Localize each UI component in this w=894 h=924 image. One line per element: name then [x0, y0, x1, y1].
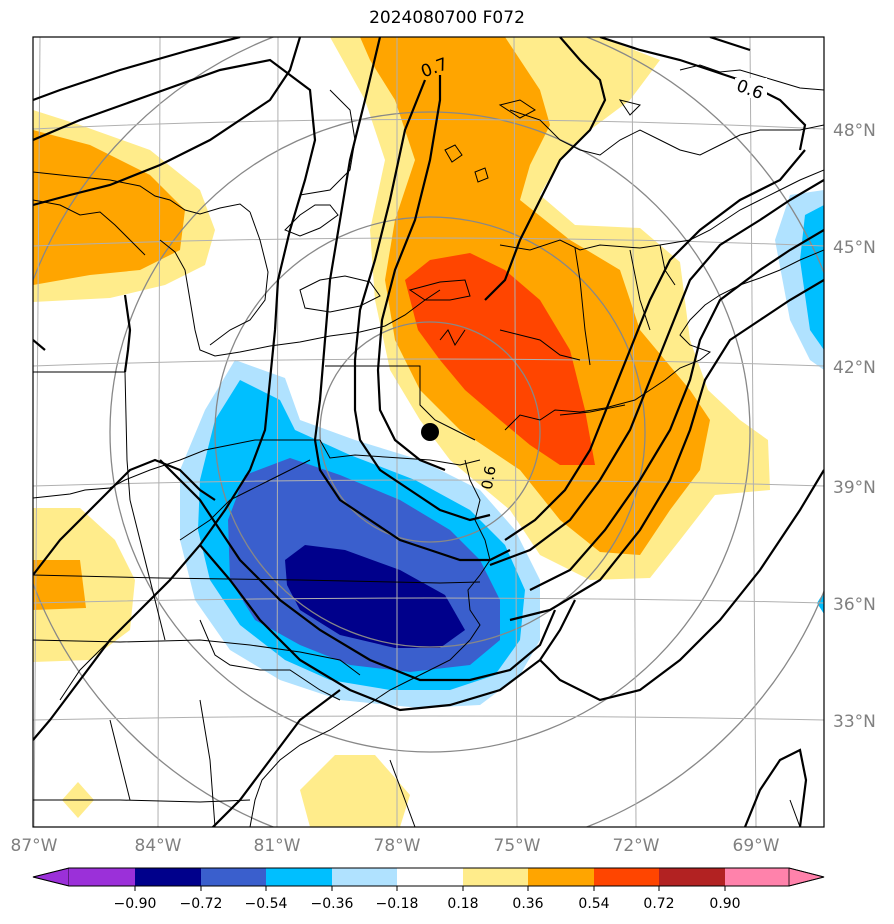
colorbar-segment: [397, 868, 463, 886]
shade-pos-mid-w: [33, 560, 86, 610]
contours: [33, 37, 824, 827]
colorbar-segment: [266, 868, 332, 886]
colorbar-segment: [135, 868, 201, 886]
colorbar-tick-label: 0.18: [447, 896, 478, 912]
longitude-labels: 87°W 84°W 81°W 78°W 75°W 72°W 69°W: [11, 836, 780, 856]
contour-label-2: 0.6: [478, 464, 500, 491]
colorbar-segment: [201, 868, 266, 886]
lat-label-45n: 45°N: [833, 238, 876, 258]
colorbar-segment: [332, 868, 397, 886]
colorbar-segment: [659, 868, 725, 886]
lon-label-87w: 87°W: [11, 836, 58, 856]
distance-rings: [33, 37, 824, 827]
colorbar-tick-label: −0.90: [114, 896, 157, 912]
colorbar: −0.90 −0.72 −0.54 −0.36 −0.18 0.18 0.36 …: [32, 867, 825, 912]
colorbar-extend-max: [788, 867, 825, 887]
colorbar-tick-label: −0.54: [245, 896, 288, 912]
colorbar-tick-label: 0.72: [643, 896, 674, 912]
colorbar-tick-label: −0.18: [376, 896, 419, 912]
latitude-labels: 48°N 45°N 42°N 39°N 36°N 33°N: [833, 121, 876, 732]
coastlines-borders: [33, 64, 824, 827]
storm-center-marker: [421, 423, 439, 441]
colorbar-tick-label: 0.54: [578, 896, 609, 912]
lat-label-39n: 39°N: [833, 478, 876, 498]
colorbar-segment: [594, 868, 659, 886]
shade-pos-mid-nw: [33, 130, 185, 285]
map-border: [32, 36, 825, 828]
colorbar-segment: [69, 868, 135, 886]
colorbar-tick-label: −0.72: [180, 896, 223, 912]
lon-label-81w: 81°W: [254, 836, 301, 856]
colorbar-outline: [32, 867, 825, 887]
lat-label-48n: 48°N: [833, 121, 876, 141]
colorbar-segment: [725, 868, 789, 886]
colorbar-segment: [528, 868, 594, 886]
contour-labels: 0.7 0.6 0.6: [418, 54, 767, 491]
lon-label-72w: 72°W: [613, 836, 660, 856]
map-area: 0.7 0.6 0.6: [33, 37, 824, 827]
shade-pos-faint-s: [300, 755, 410, 827]
lon-label-84w: 84°W: [135, 836, 182, 856]
lat-label-42n: 42°N: [833, 358, 876, 378]
shade-pos-faint-w: [33, 508, 135, 662]
colorbar-tick-label: −0.36: [311, 896, 354, 912]
colorbar-segment: [463, 868, 528, 886]
lon-label-69w: 69°W: [733, 836, 780, 856]
anomaly-shading: [33, 37, 824, 827]
colorbar-tick-label: 0.36: [512, 896, 543, 912]
lon-label-78w: 78°W: [374, 836, 421, 856]
lat-label-36n: 36°N: [833, 595, 876, 615]
lat-label-33n: 33°N: [833, 712, 876, 732]
map-title: 2024080700 F072: [369, 8, 525, 28]
colorbar-extend-min: [32, 867, 70, 887]
colorbar-tick-label: 0.90: [709, 896, 740, 912]
lon-label-75w: 75°W: [494, 836, 541, 856]
